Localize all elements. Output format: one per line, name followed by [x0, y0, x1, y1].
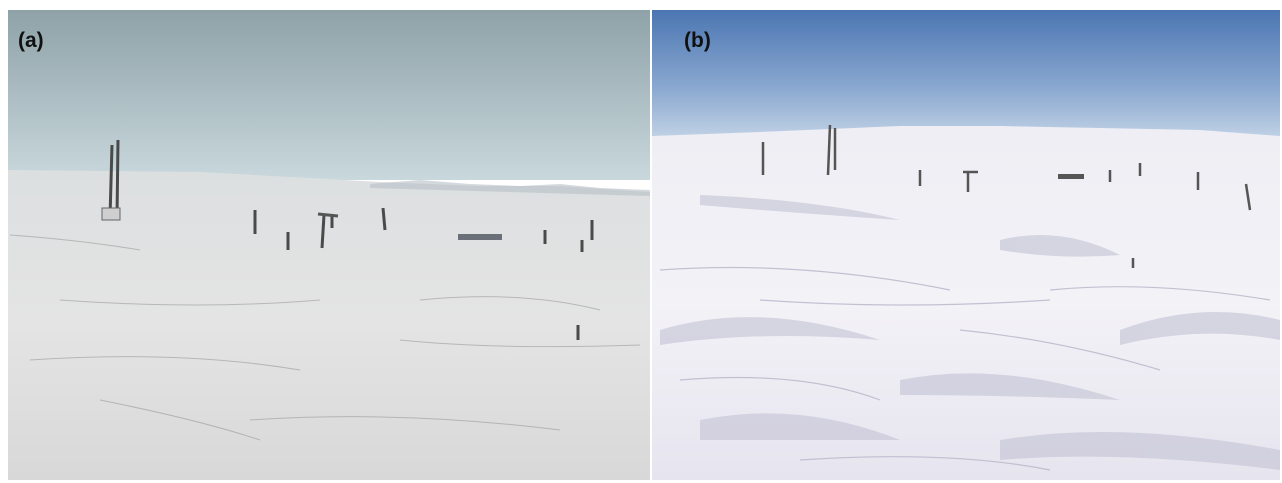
panel-label: (b): [684, 29, 711, 52]
panel-label: (a): [18, 29, 44, 52]
photo-a: [8, 10, 650, 480]
photo-b: [652, 10, 1280, 480]
figure: (a) (b): [0, 0, 1282, 483]
